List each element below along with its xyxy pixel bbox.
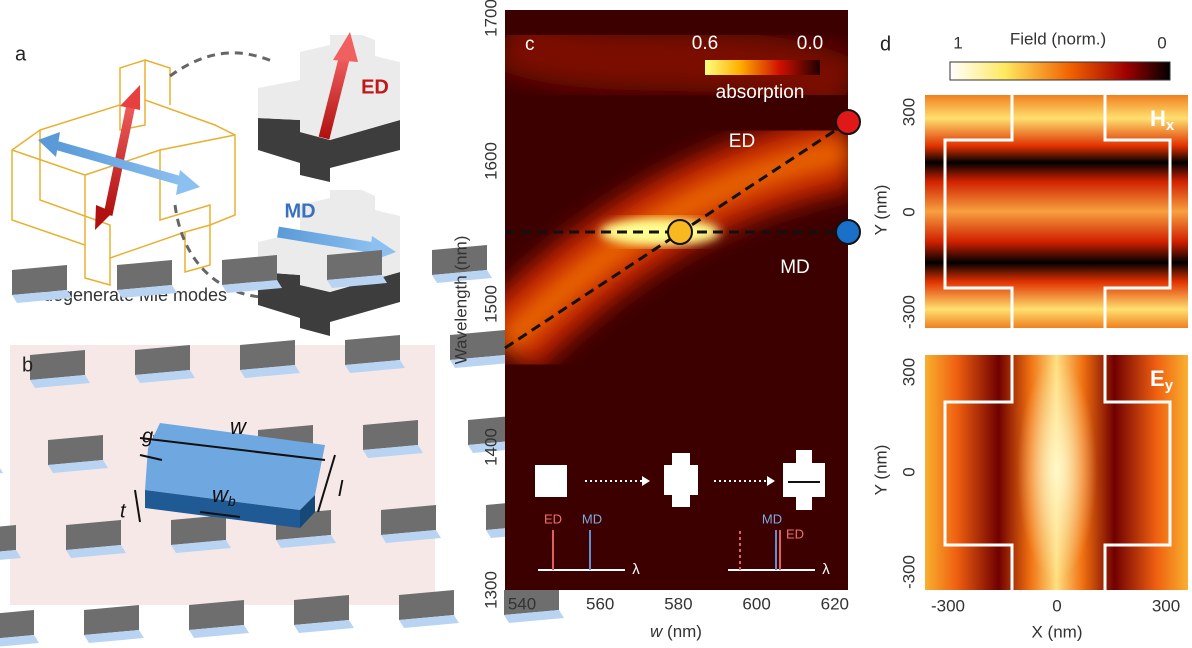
hole <box>240 340 295 370</box>
colorbar <box>950 62 1170 80</box>
y-tick-label: 1500 <box>481 285 500 323</box>
x-tick-label: 580 <box>664 594 692 613</box>
x-tick-label: 540 <box>508 594 536 613</box>
y-tick-label: 1400 <box>481 428 500 466</box>
hole <box>294 595 349 625</box>
ed-marker <box>836 110 860 134</box>
y-tick-label: 300 <box>899 358 918 386</box>
hole <box>327 250 382 280</box>
x-tick-label: 600 <box>742 594 770 613</box>
inset-md: MD <box>762 511 782 526</box>
colorbar-tick: 0 <box>1157 33 1166 52</box>
x-axis-label: w (nm) <box>650 622 702 641</box>
colorbar-title: Field (norm.) <box>1010 29 1106 48</box>
hole <box>66 520 121 550</box>
hole <box>135 345 190 375</box>
panel-label: c <box>525 34 535 55</box>
crossing-marker <box>668 220 692 244</box>
panel-label: a <box>15 43 27 65</box>
hole <box>171 515 226 545</box>
dim-w: w <box>230 414 248 439</box>
x-tick-label: 620 <box>821 594 849 613</box>
panel-c: c 0.6 0.0 absorption ED MD ED MD λ MD ED… <box>451 0 860 641</box>
inset-ed: ED <box>544 511 562 526</box>
y-tick-label: 1300 <box>481 571 500 609</box>
connector <box>170 53 275 76</box>
colorbar-tick: 0.0 <box>797 33 823 54</box>
x-axis-label: X (nm) <box>1032 622 1083 641</box>
y-tick-label: 0 <box>899 467 918 476</box>
hole <box>84 605 139 635</box>
field-sub: y <box>1165 377 1174 394</box>
md-label: MD <box>780 257 810 278</box>
x-axis-unit: (nm) <box>667 622 702 641</box>
inset-axis: λ <box>632 561 640 578</box>
y-tick-label: -300 <box>899 555 918 589</box>
inset-axis: λ <box>822 561 830 578</box>
y-tick-label: 300 <box>899 98 918 126</box>
ed-label: ED <box>729 131 755 152</box>
panel-a: a ED MD degenerate Mie modes <box>12 32 400 336</box>
hole <box>189 600 244 630</box>
panel-d: d Field (norm.) 1 0 Hx Y (nm) 300 0 -300 Ey Y … <box>871 29 1188 641</box>
colorbar-tick: 0.6 <box>692 33 718 54</box>
dim-wb-sub: b <box>228 493 236 509</box>
x-tick-label: 300 <box>1152 596 1180 615</box>
hole <box>117 260 172 290</box>
hole <box>30 350 85 380</box>
field-base: E <box>1150 366 1165 391</box>
hole <box>399 590 454 620</box>
y-axis-label: Wavelength (nm) <box>451 236 470 365</box>
ey-hotspot <box>1017 360 1097 580</box>
wireframe <box>12 60 235 285</box>
hole <box>345 335 400 365</box>
hole <box>363 420 418 450</box>
x-tick-label: 560 <box>586 594 614 613</box>
figure: a ED MD degenerate Mie modes b w g t wb … <box>0 0 1192 648</box>
field-sub: x <box>1166 117 1175 134</box>
dim-g: g <box>142 425 153 447</box>
colorbar-title: absorption <box>716 82 805 103</box>
md-arrow-head <box>38 132 60 157</box>
hole <box>222 255 277 285</box>
hole <box>48 435 103 465</box>
md-arrow-head <box>176 170 200 195</box>
y-tick-label: -300 <box>899 295 918 329</box>
hole <box>12 265 67 295</box>
hole-gap <box>0 465 3 478</box>
inset-ed: ED <box>786 526 804 541</box>
inset-md: MD <box>582 511 602 526</box>
panel-label: d <box>880 33 891 55</box>
y-tick-label: 1700 <box>481 0 500 37</box>
x-tick-label: -300 <box>931 596 965 615</box>
hole <box>381 505 436 535</box>
md-label: MD <box>284 200 315 222</box>
hx-map <box>925 95 1188 328</box>
md-marker <box>836 220 860 244</box>
x-axis-var: w <box>650 622 664 641</box>
colorbar-tick: 1 <box>953 33 962 52</box>
x-tick-label: 0 <box>1052 596 1061 615</box>
colorbar <box>705 60 820 75</box>
field-base: H <box>1150 106 1166 131</box>
y-axis-label: Y (nm) <box>871 445 890 496</box>
panel-label: b <box>22 354 33 376</box>
y-axis-label: Y (nm) <box>871 185 890 236</box>
ed-arrow-head <box>120 85 140 110</box>
y-tick-label: 0 <box>899 207 918 216</box>
ed-label: ED <box>361 76 389 98</box>
y-tick-label: 1600 <box>481 142 500 180</box>
